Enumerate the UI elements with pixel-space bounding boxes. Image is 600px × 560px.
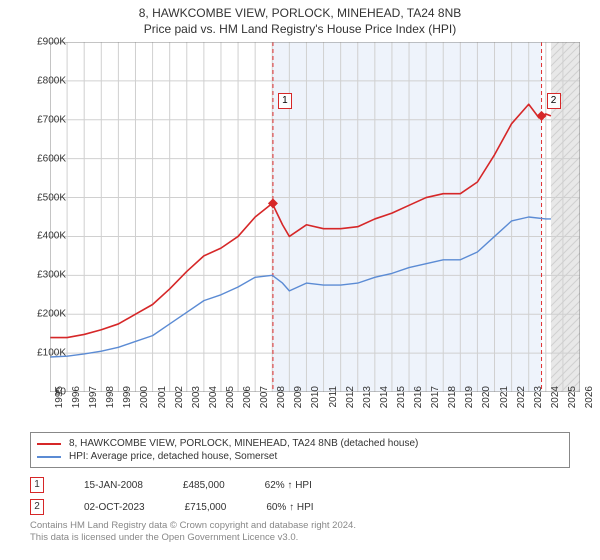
x-tick-label: 2010	[310, 386, 321, 426]
x-tick-label: 2024	[550, 386, 561, 426]
x-tick-label: 2025	[567, 386, 578, 426]
sale-pct-2: 60% ↑ HPI	[266, 502, 313, 513]
x-tick-label: 2003	[191, 386, 202, 426]
x-tick-label: 2001	[157, 386, 168, 426]
sale-date-1: 15-JAN-2008	[84, 480, 143, 491]
x-tick-label: 2017	[430, 386, 441, 426]
x-tick-label: 1997	[88, 386, 99, 426]
sale-pct-1: 62% ↑ HPI	[265, 480, 312, 491]
chart-title: 8, HAWKCOMBE VIEW, PORLOCK, MINEHEAD, TA…	[0, 0, 600, 37]
x-tick-label: 2021	[499, 386, 510, 426]
x-tick-label: 2008	[276, 386, 287, 426]
title-line-1: 8, HAWKCOMBE VIEW, PORLOCK, MINEHEAD, TA…	[0, 6, 600, 22]
y-tick-label: £700K	[6, 114, 66, 125]
sales-table: 1 15-JAN-2008 £485,000 62% ↑ HPI 2 02-OC…	[30, 474, 570, 518]
y-tick-label: £200K	[6, 309, 66, 320]
sale-marker-box: 2	[547, 93, 561, 109]
legend-line-property	[37, 443, 61, 445]
x-tick-label: 2019	[464, 386, 475, 426]
sale-num-1: 1	[30, 477, 44, 493]
x-tick-label: 2009	[293, 386, 304, 426]
sale-row-2: 2 02-OCT-2023 £715,000 60% ↑ HPI	[30, 496, 570, 518]
sale-date-2: 02-OCT-2023	[84, 502, 145, 513]
x-tick-label: 2018	[447, 386, 458, 426]
x-tick-label: 2016	[413, 386, 424, 426]
y-tick-label: £300K	[6, 270, 66, 281]
x-tick-label: 2007	[259, 386, 270, 426]
x-tick-label: 2022	[516, 386, 527, 426]
y-tick-label: £100K	[6, 348, 66, 359]
footer-line-1: Contains HM Land Registry data © Crown c…	[30, 520, 570, 532]
x-tick-label: 2006	[242, 386, 253, 426]
legend-line-hpi	[37, 456, 61, 458]
y-tick-label: £800K	[6, 75, 66, 86]
x-tick-label: 2015	[396, 386, 407, 426]
title-line-2: Price paid vs. HM Land Registry's House …	[0, 22, 600, 38]
plot-area	[50, 42, 580, 392]
footer-line-2: This data is licensed under the Open Gov…	[30, 532, 570, 544]
x-tick-label: 2013	[362, 386, 373, 426]
y-tick-label: £400K	[6, 231, 66, 242]
x-tick-label: 2026	[584, 386, 595, 426]
legend-item-hpi: HPI: Average price, detached house, Some…	[37, 450, 563, 463]
sale-num-2: 2	[30, 499, 44, 515]
x-tick-label: 2005	[225, 386, 236, 426]
x-tick-label: 2002	[174, 386, 185, 426]
x-tick-label: 2011	[328, 386, 339, 426]
sale-row-1: 1 15-JAN-2008 £485,000 62% ↑ HPI	[30, 474, 570, 496]
x-tick-label: 2004	[208, 386, 219, 426]
legend-item-property: 8, HAWKCOMBE VIEW, PORLOCK, MINEHEAD, TA…	[37, 437, 563, 450]
x-tick-label: 1996	[71, 386, 82, 426]
x-tick-label: 1999	[122, 386, 133, 426]
x-tick-label: 1995	[54, 386, 65, 426]
y-tick-label: £900K	[6, 37, 66, 48]
x-tick-label: 2020	[481, 386, 492, 426]
sale-price-1: £485,000	[183, 480, 225, 491]
x-tick-label: 2000	[139, 386, 150, 426]
sale-marker-box: 1	[278, 93, 292, 109]
y-tick-label: £600K	[6, 153, 66, 164]
sale-price-2: £715,000	[185, 502, 227, 513]
legend-label-hpi: HPI: Average price, detached house, Some…	[69, 451, 277, 462]
footer: Contains HM Land Registry data © Crown c…	[30, 520, 570, 545]
legend: 8, HAWKCOMBE VIEW, PORLOCK, MINEHEAD, TA…	[30, 432, 570, 468]
y-tick-label: £500K	[6, 192, 66, 203]
x-tick-label: 2012	[345, 386, 356, 426]
x-tick-label: 2014	[379, 386, 390, 426]
chart-container: 8, HAWKCOMBE VIEW, PORLOCK, MINEHEAD, TA…	[0, 0, 600, 560]
legend-label-property: 8, HAWKCOMBE VIEW, PORLOCK, MINEHEAD, TA…	[69, 438, 418, 449]
x-tick-label: 1998	[105, 386, 116, 426]
x-tick-label: 2023	[533, 386, 544, 426]
plot-svg	[50, 42, 580, 392]
